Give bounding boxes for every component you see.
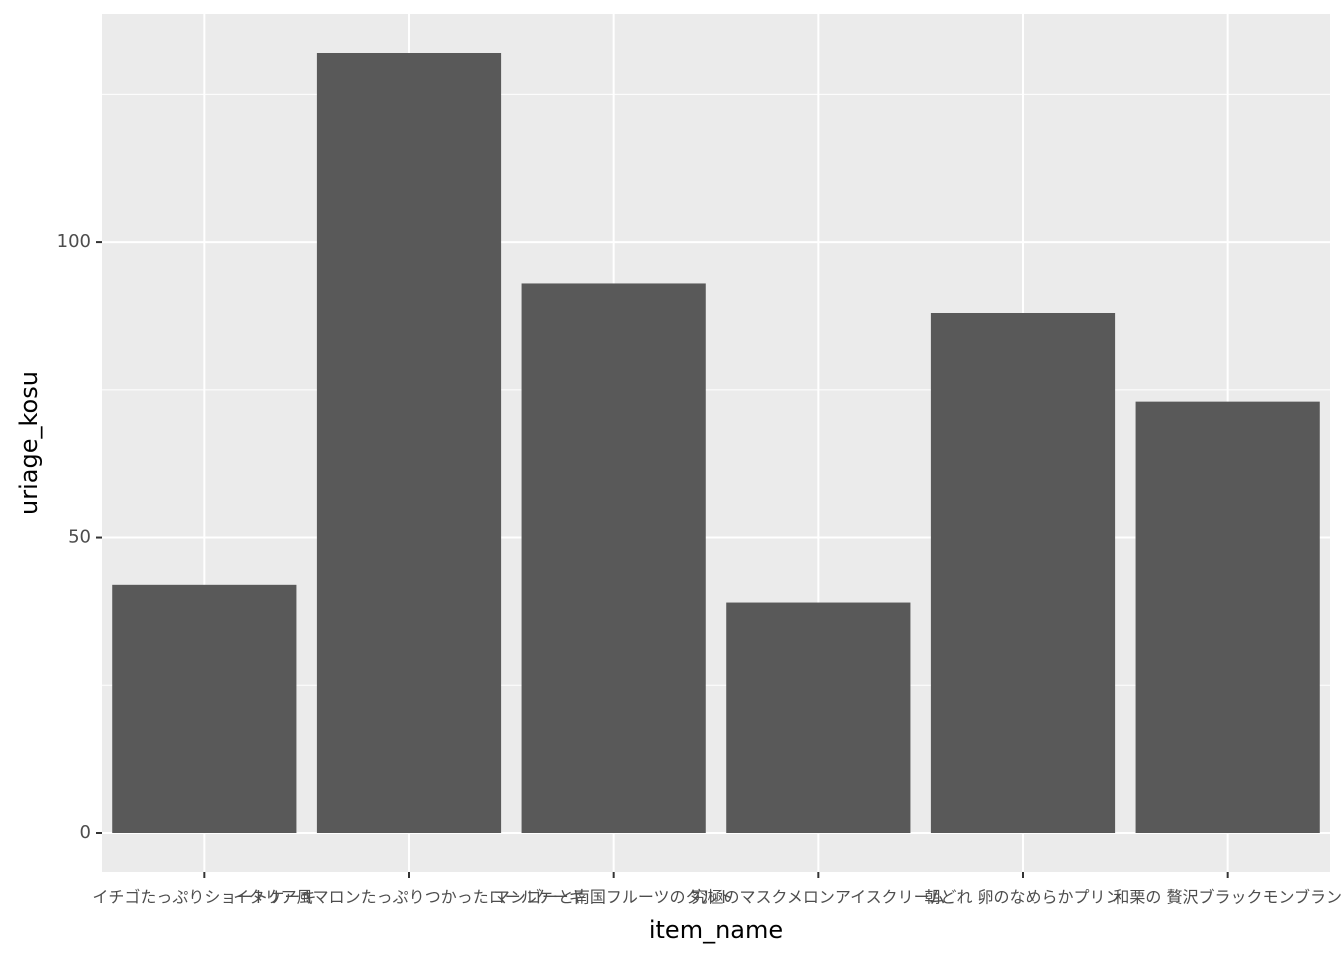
x-axis-title: item_name	[649, 916, 783, 944]
bar	[112, 584, 297, 833]
bar	[521, 283, 706, 833]
x-tick-label: マンゴーと南国フルーツのタルト	[494, 888, 734, 907]
x-tick-label: イチゴたっぷりショートケーキ	[92, 888, 316, 907]
bar	[726, 602, 911, 833]
panel	[102, 14, 1330, 872]
x-tick-label: 朝どれ 卵のなめらかプリン	[924, 888, 1121, 907]
y-axis-title: uriage_kosu	[15, 371, 43, 515]
y-tick-label: 100	[57, 231, 91, 252]
bar	[930, 313, 1116, 833]
x-tick-label: 究極のマスクメロンアイスクリーム	[692, 888, 946, 907]
y-tick-label: 0	[80, 822, 91, 843]
bar	[1135, 401, 1320, 833]
bar	[316, 53, 502, 833]
x-tick-label: イタリア風マロンたっぷりつかったロールケーキ	[233, 888, 585, 907]
x-tick-label: 和栗の 贅沢ブラックモンブラン	[1113, 888, 1342, 907]
y-tick-label: 50	[68, 527, 91, 548]
